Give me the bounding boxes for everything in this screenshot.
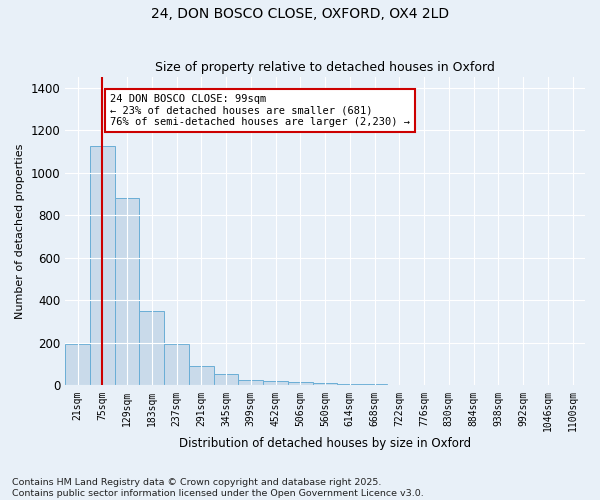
Bar (238, 380, 263, 386)
Bar (263, 381, 288, 386)
Text: 24 DON BOSCO CLOSE: 99sqm
← 23% of detached houses are smaller (681)
76% of semi: 24 DON BOSCO CLOSE: 99sqm ← 23% of detac… (110, 94, 410, 128)
X-axis label: Distribution of detached houses by size in Oxford: Distribution of detached houses by size … (179, 437, 471, 450)
Bar (139, 311, 164, 386)
Bar (387, 385, 412, 386)
Bar (288, 382, 313, 386)
Bar (337, 384, 362, 386)
Bar (164, 344, 189, 386)
Bar (313, 383, 337, 386)
Y-axis label: Number of detached properties: Number of detached properties (15, 144, 25, 319)
Bar (65, 344, 90, 386)
Bar (362, 384, 387, 386)
Text: Contains HM Land Registry data © Crown copyright and database right 2025.
Contai: Contains HM Land Registry data © Crown c… (12, 478, 424, 498)
Bar (214, 374, 238, 386)
Bar (189, 366, 214, 386)
Bar (90, 146, 115, 386)
Title: Size of property relative to detached houses in Oxford: Size of property relative to detached ho… (155, 62, 495, 74)
Bar (115, 198, 139, 386)
Text: 24, DON BOSCO CLOSE, OXFORD, OX4 2LD: 24, DON BOSCO CLOSE, OXFORD, OX4 2LD (151, 8, 449, 22)
